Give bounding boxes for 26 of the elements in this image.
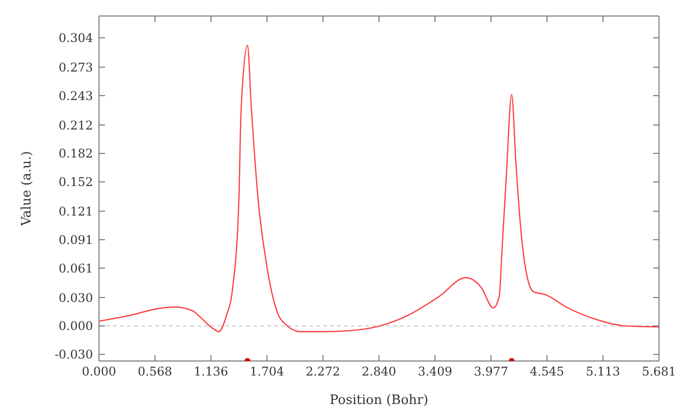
x-tick-label: 0.568 — [138, 364, 172, 379]
y-tick-label: -0.030 — [54, 348, 93, 362]
line-series — [99, 44, 659, 332]
y-tick-label: 0.212 — [58, 118, 93, 132]
y-tick-label: 0.182 — [58, 146, 93, 161]
y-tick-label: 0.121 — [58, 204, 93, 219]
y-tick-label: 0.152 — [58, 175, 93, 190]
y-tick-label: 0.000 — [58, 319, 93, 334]
y-tick-label: 0.030 — [58, 290, 93, 305]
y-tick-label: 0.273 — [58, 60, 93, 74]
x-tick-label: 3.409 — [418, 364, 452, 379]
x-tick-label: 2.840 — [362, 364, 396, 379]
x-tick-label: 1.704 — [250, 364, 285, 379]
y-tick-label: 0.304 — [58, 31, 94, 46]
x-axis-title: Position (Bohr) — [330, 393, 428, 408]
y-axis-title: Value (a.u.) — [20, 151, 35, 227]
y-tick-label: 0.243 — [58, 88, 93, 103]
x-tick-label: 4.545 — [530, 364, 564, 379]
x-tick-label: 2.272 — [306, 364, 340, 379]
x-tick-label: 5.113 — [586, 364, 620, 379]
y-tick-label: 0.061 — [58, 261, 93, 276]
x-tick-label: 5.681 — [642, 364, 676, 379]
x-tick-label: 3.977 — [474, 364, 508, 379]
x-tick-label: 0.000 — [82, 364, 116, 379]
y-tick-label: 0.091 — [58, 232, 93, 247]
x-tick-label: 1.136 — [194, 364, 228, 379]
